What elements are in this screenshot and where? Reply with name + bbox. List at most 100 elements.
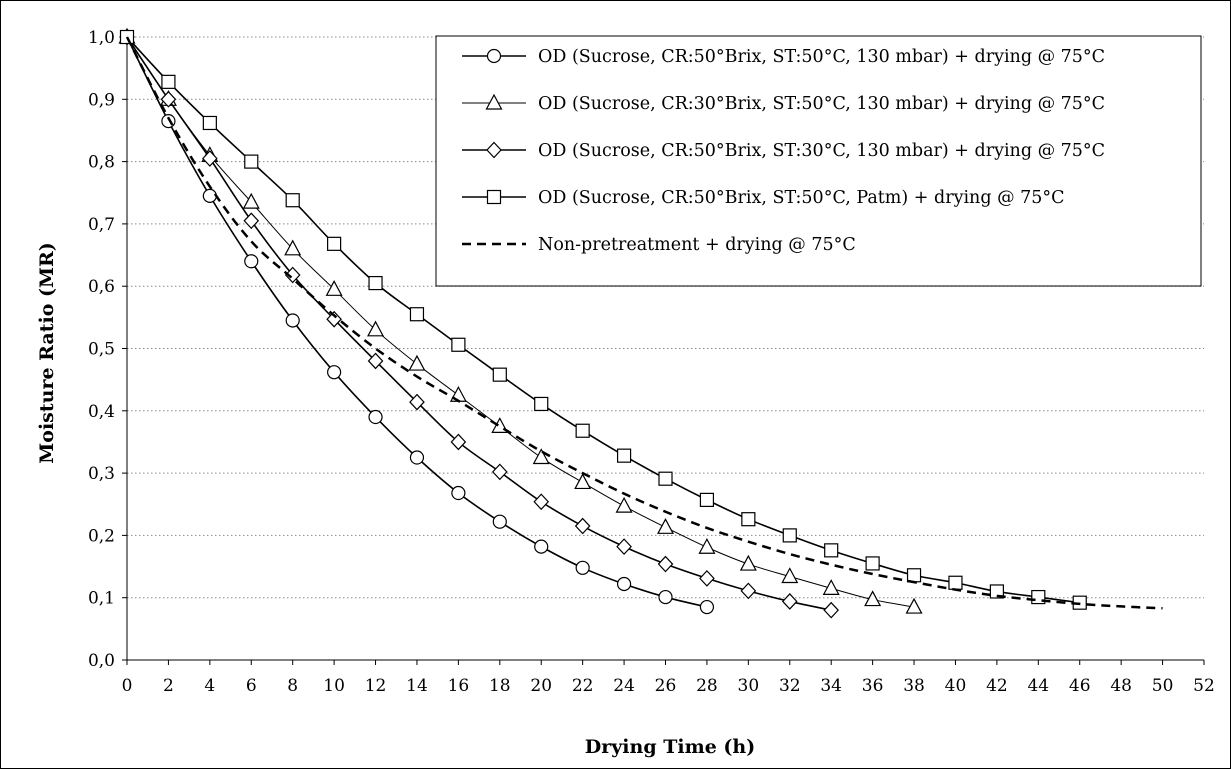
x-tick-label: 48: [1110, 676, 1132, 696]
data-point-diamond: [243, 212, 260, 230]
series-4: [119, 29, 1087, 610]
x-tick-labels: 0 2 4 6 8 10 12 14 16 18 20 22 24 26 28 30 32 34 36 38 40 42 4…: [122, 676, 1215, 696]
y-tick-label: 0,3: [88, 464, 115, 484]
data-point-square: [575, 423, 590, 438]
legend-box: [435, 35, 1202, 287]
y-tick-label: 0,9: [88, 90, 115, 110]
data-point-triangle: [574, 473, 592, 490]
x-tick-label: 28: [696, 676, 718, 696]
legend-marker-circle: [486, 48, 502, 64]
data-point-square: [534, 396, 549, 412]
data-point-diamond: [740, 582, 757, 600]
y-tick-label: 0,5: [88, 340, 115, 360]
data-point-diamond: [450, 433, 467, 451]
legend-label: OD (Sucrose, CR:50°Brix, ST:50°C, Patm) …: [538, 188, 1065, 208]
data-point-triangle: [698, 537, 716, 554]
y-tick-label: 0,6: [88, 277, 115, 297]
x-tick-label: 12: [365, 676, 387, 696]
x-tick-label: 20: [530, 676, 552, 696]
legend-entry: Non-pretreatment + drying @ 75°C: [462, 235, 856, 255]
data-point-triangle: [739, 554, 757, 571]
data-point-square: [989, 584, 1004, 599]
x-tick-label: 46: [1069, 676, 1091, 696]
data-point-circle: [285, 313, 300, 328]
data-point-diamond: [284, 266, 301, 284]
legend-entry: OD (Sucrose, CR:50°Brix, ST:50°C, Patm) …: [462, 188, 1065, 208]
x-tick-label: 52: [1193, 676, 1215, 696]
data-point-triangle: [905, 597, 923, 614]
x-tick-label: 36: [862, 676, 884, 696]
data-point-diamond: [202, 150, 218, 167]
data-point-circle: [699, 599, 715, 615]
y-tick-label: 0,8: [88, 153, 115, 173]
y-tick-label: 0,7: [88, 215, 115, 235]
data-point-square: [368, 275, 383, 291]
data-point-circle: [616, 576, 632, 592]
x-tick-label: 24: [613, 676, 635, 696]
data-point-diamond: [326, 310, 342, 328]
y-tick-label: 0,0: [88, 651, 115, 671]
legend-marker-triangle: [485, 93, 503, 110]
x-tick-label: 44: [1027, 676, 1049, 696]
data-point-square: [327, 236, 342, 251]
data-point-triangle: [325, 280, 343, 296]
data-point-diamond: [160, 90, 177, 108]
legend-entry: OD (Sucrose, CR:50°Brix, ST:50°C, 130 mb…: [462, 47, 1105, 67]
x-tick-label: 42: [986, 676, 1008, 696]
data-point-square: [161, 74, 176, 89]
data-point-square: [741, 512, 756, 527]
legend-label: Non-pretreatment + drying @ 75°C: [538, 235, 856, 255]
data-point-square: [906, 568, 922, 583]
series-5: [125, 36, 1163, 610]
data-point-circle: [492, 514, 507, 529]
data-point-circle: [409, 450, 425, 465]
x-tick-label: 16: [448, 676, 470, 696]
data-point-triangle: [656, 518, 675, 534]
data-point-triangle: [864, 590, 882, 607]
data-point-square: [244, 154, 259, 169]
data-point-square: [616, 448, 632, 463]
data-point-triangle: [284, 239, 302, 256]
data-point-square: [824, 543, 839, 558]
data-point-triangle: [615, 496, 633, 513]
legend-entry: OD (Sucrose, CR:50°Brix, ST:30°C, 130 mb…: [462, 141, 1105, 161]
data-point-triangle: [781, 567, 799, 584]
data-point-diamond: [367, 352, 384, 370]
data-point-square: [285, 193, 300, 208]
x-tick-label: 38: [903, 676, 925, 696]
data-point-diamond: [574, 517, 591, 535]
data-point-square: [658, 471, 673, 486]
x-tick-label: 14: [406, 676, 428, 696]
data-point-diamond: [781, 593, 798, 610]
x-tick-label: 10: [323, 676, 345, 696]
data-point-circle: [451, 485, 466, 501]
legend-label: OD (Sucrose, CR:50°Brix, ST:50°C, 130 mb…: [538, 47, 1105, 67]
legend: OD (Sucrose, CR:50°Brix, ST:50°C, 130 mb…: [435, 35, 1202, 287]
data-point-triangle: [822, 579, 840, 595]
x-tick-label: 50: [1152, 676, 1174, 696]
data-point-circle: [161, 114, 176, 129]
x-tick-label: 32: [779, 676, 801, 696]
x-tick-label: 26: [655, 676, 677, 696]
x-tick-label: 4: [204, 676, 215, 696]
y-tick-label: 0,2: [88, 526, 115, 546]
y-tick-label: 0,1: [88, 589, 115, 609]
data-point-square: [699, 492, 715, 507]
data-point-square: [492, 367, 507, 382]
y-tick-label: 1,0: [88, 28, 115, 48]
data-point-circle: [575, 560, 590, 575]
data-point-triangle: [532, 448, 550, 465]
data-point-circle: [327, 365, 342, 380]
x-tick-label: 22: [572, 676, 594, 696]
x-tick-label: 6: [246, 676, 257, 696]
series-line: [125, 36, 1163, 610]
data-point-square: [782, 528, 797, 543]
legend-entry: OD (Sucrose, CR:30°Brix, ST:50°C, 130 mb…: [462, 93, 1105, 114]
data-point-triangle: [367, 320, 385, 337]
x-tick-label: 8: [287, 676, 298, 696]
data-point-square: [865, 556, 880, 571]
y-tick-labels: 0,0 0,1 0,2 0,3 0,4 0,5 0,6 0,7 0,8 0,9 1,0: [88, 28, 115, 671]
data-point-diamond: [409, 393, 425, 411]
data-point-circle: [658, 589, 673, 605]
